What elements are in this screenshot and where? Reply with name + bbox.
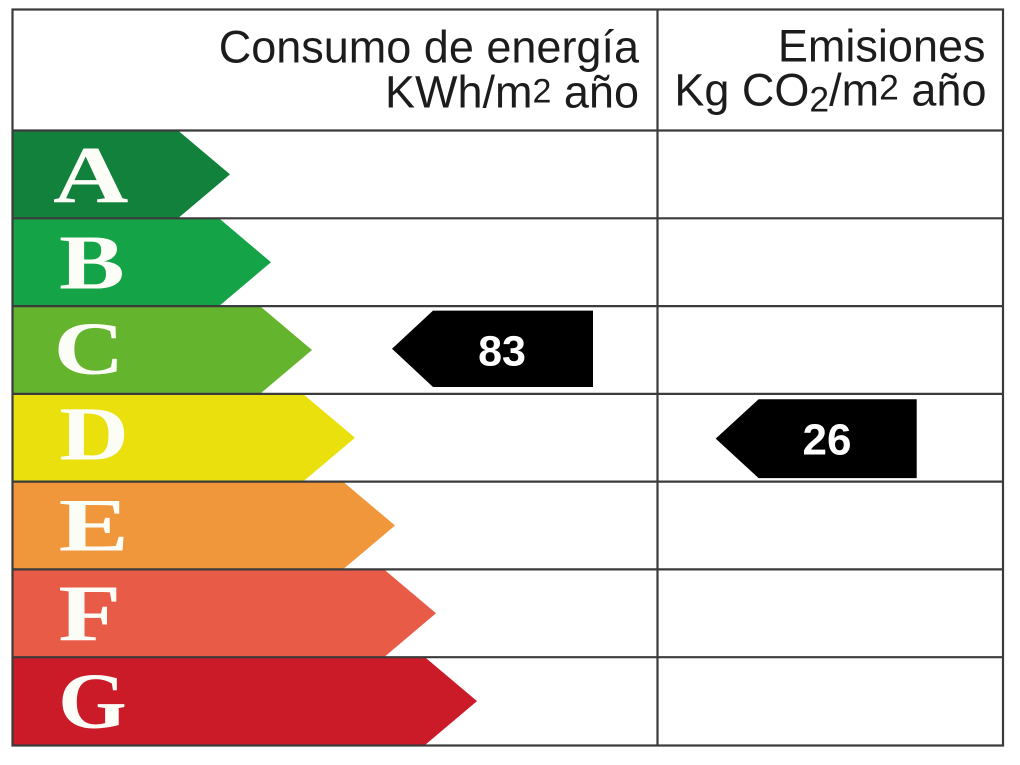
svg-text:KWh/m2 año: KWh/m2 año bbox=[385, 67, 639, 118]
svg-text:Consumo de energía: Consumo de energía bbox=[219, 22, 640, 73]
svg-text:Emisiones: Emisiones bbox=[778, 21, 986, 72]
svg-text:83: 83 bbox=[478, 328, 526, 376]
svg-text:E: E bbox=[59, 484, 129, 567]
svg-text:D: D bbox=[59, 392, 128, 476]
svg-text:C: C bbox=[54, 307, 125, 391]
svg-text:A: A bbox=[53, 130, 129, 221]
svg-text:26: 26 bbox=[803, 416, 852, 465]
svg-text:F: F bbox=[58, 569, 121, 657]
svg-text:B: B bbox=[59, 221, 125, 306]
svg-text:G: G bbox=[58, 658, 127, 746]
svg-text:Kg CO2/m2 año: Kg CO2/m2 año bbox=[674, 65, 986, 120]
